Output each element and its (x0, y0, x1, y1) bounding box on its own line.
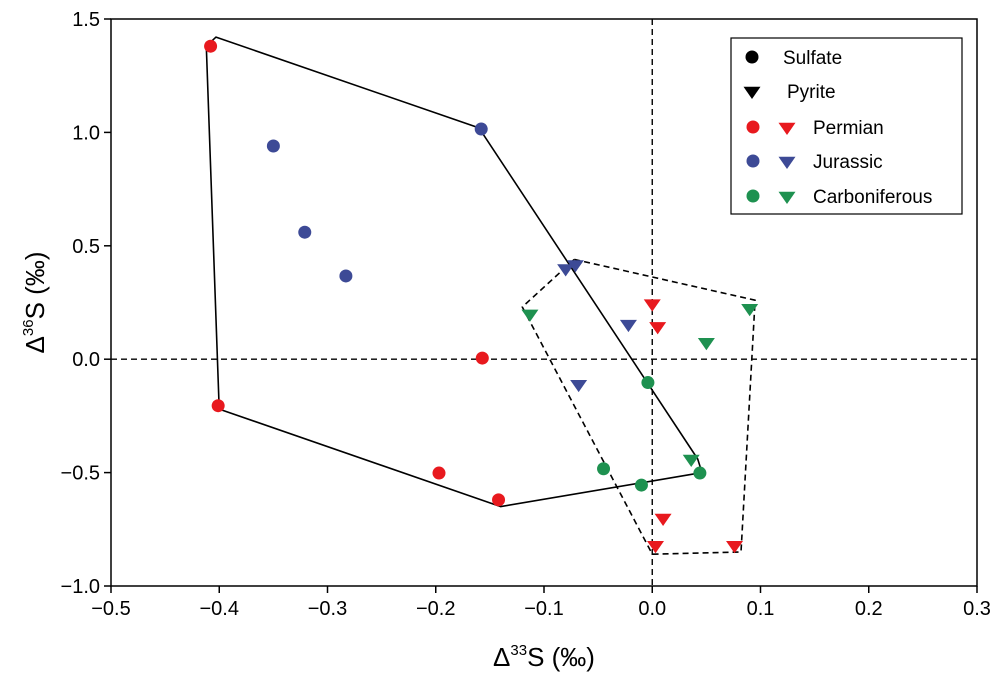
legend: Sulfate Pyrite Permian Jurassic Carboniferou… (730, 37, 963, 215)
carboniferous-sulfate-point (597, 462, 611, 476)
x-tick-label: −0.1 (524, 598, 563, 620)
jurassic-sulfate-point (266, 139, 280, 153)
x-tick-label: −0.3 (308, 598, 347, 620)
y-tick-label: −0.5 (61, 463, 100, 485)
legend-circle-carboniferous (746, 189, 760, 203)
x-axis-title-main: S (‰) (527, 642, 595, 672)
envelope-group (205, 36, 756, 556)
x-tick-label: 0.2 (855, 598, 883, 620)
legend-label-pyrite: Pyrite (787, 82, 836, 103)
jurassic-sulfate-point (298, 225, 312, 239)
x-tick-label: −0.4 (200, 598, 239, 620)
y-axis-title-group: Δ36S (‰) (20, 252, 50, 354)
legend-circle-permian (746, 120, 760, 134)
x-tick-label: 0.1 (747, 598, 775, 620)
legend-circle-jurassic (746, 154, 760, 168)
permian-sulfate-point (492, 493, 506, 507)
legend-box (730, 37, 963, 215)
x-tick-label: −0.2 (416, 598, 455, 620)
permian-pyrite-point (643, 299, 661, 312)
jurassic-pyrite-point (619, 319, 637, 333)
legend-marker-pyrite (743, 86, 761, 100)
x-tick-label: 0.3 (963, 598, 991, 620)
legend-triangle-permian (778, 122, 796, 136)
permian-sulfate-point (204, 39, 218, 53)
legend-label-permian: Permian (813, 118, 884, 139)
legend-triangle-carboniferous (778, 191, 796, 205)
y-axis-title-main: S (‰) (20, 252, 50, 320)
permian-sulfate-point (475, 351, 489, 365)
carboniferous-sulfate-point (634, 478, 648, 492)
permian-pyrite-point (654, 513, 672, 526)
x-tick-label: 0.0 (638, 598, 666, 620)
carboniferous-sulfate-point (693, 466, 707, 480)
carboniferous-sulfate-point (641, 376, 655, 390)
jurassic-sulfate-point (339, 269, 353, 283)
permian-sulfate-point (432, 466, 446, 480)
permian-pyrite-point (726, 540, 744, 554)
x-axis-title-prefix: Δ (493, 642, 510, 672)
carboniferous-pyrite-point (697, 337, 715, 351)
carboniferous-pyrite-point (682, 454, 700, 468)
envelope-dashed (521, 258, 756, 556)
carboniferous-pyrite-point (741, 303, 759, 317)
y-tick-label: 1.0 (72, 122, 100, 144)
y-axis-title-superscript: 36 (20, 319, 37, 336)
data-points (204, 39, 759, 554)
permian-pyrite-point (649, 322, 667, 335)
y-tick-label: 0.0 (72, 349, 100, 371)
legend-label-carboniferous: Carboniferous (813, 187, 932, 208)
y-tick-label: 1.5 (72, 9, 100, 31)
legend-label-sulfate: Sulfate (783, 48, 842, 69)
x-axis-ticks: −0.5 −0.4 −0.3 −0.2 −0.1 0.0 0.1 0.2 0.3 (91, 586, 991, 620)
permian-sulfate-point (211, 399, 225, 413)
carboniferous-pyrite-point (521, 309, 539, 322)
permian-pyrite-point (646, 540, 664, 554)
jurassic-sulfate-point (474, 122, 488, 136)
x-tick-label: −0.5 (91, 598, 130, 620)
y-axis-title: Δ36S (‰) (20, 252, 50, 354)
jurassic-pyrite-point (557, 264, 575, 277)
y-tick-label: 0.5 (72, 236, 100, 258)
legend-triangle-jurassic (778, 156, 796, 170)
x-axis-title: Δ33S (‰) (493, 642, 595, 672)
legend-label-jurassic: Jurassic (813, 152, 883, 173)
jurassic-pyrite-point (570, 379, 588, 393)
x-axis-title-superscript: 33 (510, 642, 527, 659)
legend-marker-sulfate (745, 50, 759, 64)
y-tick-label: −1.0 (61, 576, 100, 598)
envelope-solid (205, 36, 703, 508)
jurassic-pyrite-point (566, 260, 584, 273)
y-axis-title-prefix: Δ (20, 336, 50, 353)
y-axis-ticks: −1.0 −0.5 0.0 0.5 1.0 1.5 (61, 9, 111, 598)
